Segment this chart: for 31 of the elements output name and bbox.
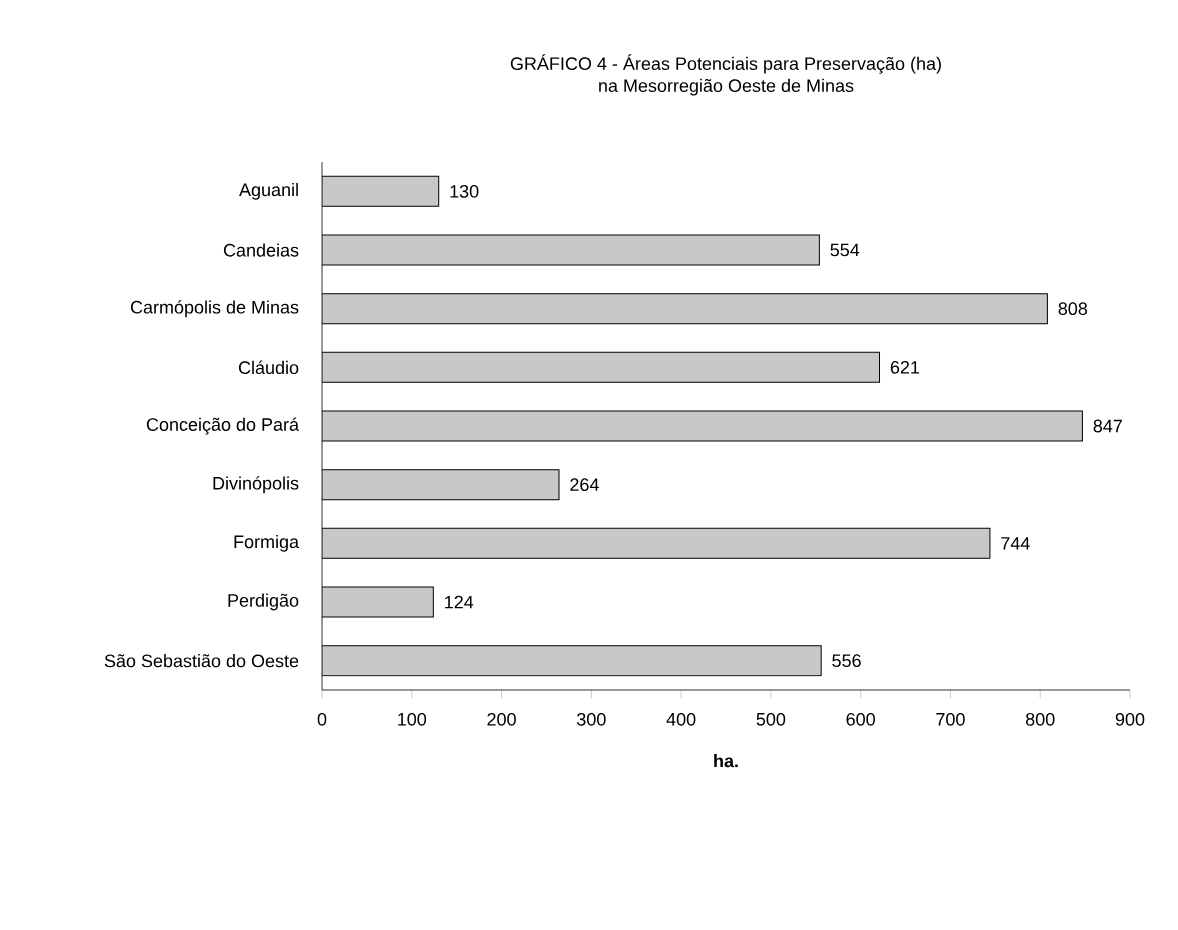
x-tick-label: 0 <box>317 712 327 726</box>
data-label: 621 <box>890 360 920 374</box>
y-tick-label: Cláudio <box>238 360 299 375</box>
data-label: 808 <box>1058 302 1088 316</box>
y-tick-label: Conceição do Pará <box>146 417 300 435</box>
x-tick-label: 300 <box>577 712 606 726</box>
y-tick-label: Divinópolis <box>213 476 299 494</box>
x-tick-label: 500 <box>756 712 786 726</box>
y-tick-label: Perdigão <box>228 593 299 611</box>
x-tick-label: 200 <box>487 712 516 726</box>
chart-title: GRÁFICO 4 - Áreas Potenciais para Preservação (ha) <box>510 54 941 74</box>
data-label: 130 <box>450 184 479 198</box>
x-tick-label: 600 <box>846 712 875 726</box>
y-tick-label: Candeias <box>223 243 299 257</box>
y-tick-label: Carmópolis de Minas <box>130 300 299 318</box>
data-label: 554 <box>830 243 860 257</box>
data-label: 264 <box>570 478 599 492</box>
x-tick-label: 800 <box>1025 712 1055 726</box>
y-tick-label: Formiga <box>234 534 300 552</box>
data-label: 556 <box>832 654 861 668</box>
x-tick-label: 900 <box>1115 712 1145 726</box>
x-tick-label: 100 <box>398 712 427 726</box>
y-tick-label: Aguanil <box>239 182 298 200</box>
data-label: 124 <box>445 595 474 609</box>
x-axis-title: ha. <box>714 754 738 768</box>
x-tick-label: 400 <box>666 712 696 726</box>
y-tick-label: São Sebastião do Oeste <box>104 654 299 668</box>
chart-subtitle: na Mesorregião Oeste de Minas <box>599 78 854 96</box>
x-tick-label: 700 <box>936 712 965 726</box>
data-label: 847 <box>1093 419 1122 433</box>
data-label: 744 <box>1001 537 1030 550</box>
